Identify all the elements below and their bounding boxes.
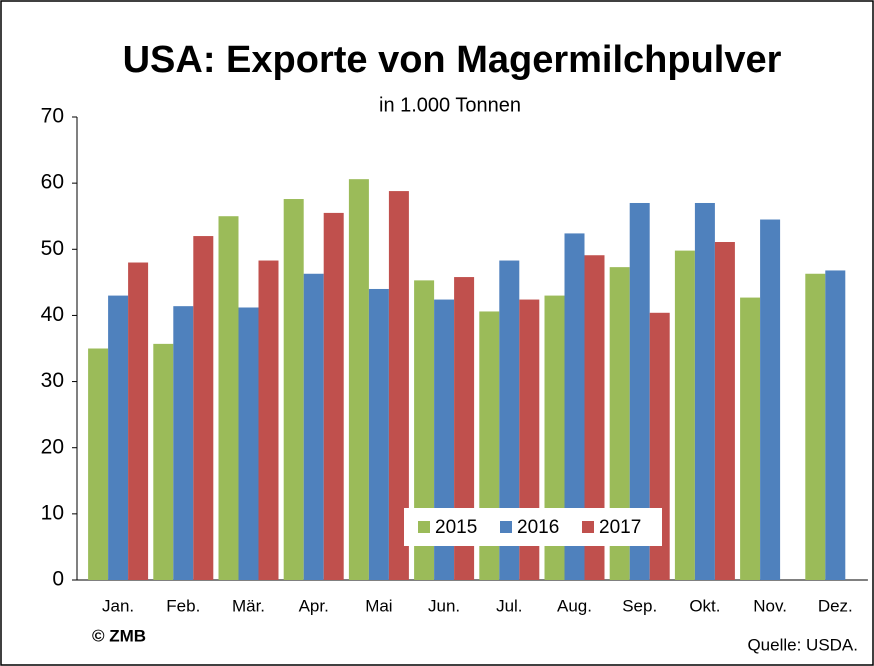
x-tick-label: Nov. [753,596,787,615]
bar [348,179,369,580]
bar [303,273,324,580]
bar [454,277,475,580]
y-tick-label: 10 [41,501,64,524]
chart-title: USA: Exporte von Magermilchpulver [123,39,782,81]
bar [714,242,735,580]
y-tick-label: 60 [41,171,64,194]
legend-label: 2016 [517,517,559,538]
bar [609,267,630,580]
bar [414,280,435,580]
bar [564,233,585,580]
x-tick-label: Jul. [496,596,522,615]
bar [153,343,174,580]
legend-swatch [418,521,430,533]
bar [258,260,279,580]
copyright: © ZMB [92,626,146,645]
bar [218,216,239,580]
source: Quelle: USDA. [747,635,858,654]
bar [88,348,109,580]
y-tick-label: 40 [41,303,64,326]
x-tick-label: Feb. [166,596,200,615]
legend-swatch [500,521,512,533]
bar [283,199,304,580]
chart-subtitle: in 1.000 Tonnen [379,94,521,116]
bar [238,307,259,580]
bar [584,255,605,580]
legend-label: 2015 [435,517,477,538]
bar [499,260,520,580]
y-tick-label: 0 [52,568,64,591]
bar [193,236,214,581]
bar [825,270,846,580]
bar [173,306,194,580]
x-tick-label: Aug. [557,596,592,615]
y-tick-label: 20 [41,435,64,458]
x-tick-label: Sep. [622,596,657,615]
bar [128,262,149,580]
bar [674,250,695,580]
x-tick-label: Mai [365,596,392,615]
bar [740,297,761,580]
bar [760,219,781,580]
legend-swatch [582,521,594,533]
bar [323,212,344,580]
x-tick-label: Apr. [299,596,329,615]
x-tick-label: Jan. [102,596,134,615]
legend-box [404,508,662,546]
bar [805,273,826,580]
bar [694,202,715,580]
bar [629,202,650,580]
bar [108,295,129,580]
x-tick-label: Okt. [689,596,720,615]
x-tick-label: Dez. [818,596,853,615]
bar [388,191,409,580]
x-tick-label: Jun. [428,596,460,615]
y-tick-label: 30 [41,369,64,392]
bar [368,288,389,580]
x-tick-label: Mär. [232,596,265,615]
y-tick-label: 70 [41,105,64,128]
legend-label: 2017 [599,517,641,538]
y-tick-label: 50 [41,237,64,260]
